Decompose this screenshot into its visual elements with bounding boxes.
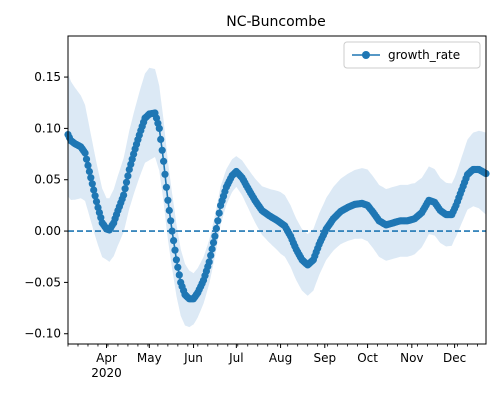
series-point-growth-rate [170,237,178,245]
series-point-growth-rate [175,271,183,279]
series-point-growth-rate [158,146,166,154]
x-tick-label: Dec [443,351,466,365]
y-tick-label: −0.05 [24,275,61,289]
series-point-growth-rate [172,256,180,264]
axes-layer: −0.10 −0.05 0.00 0.05 0.10 0.15 Apr May Jun Jul Au… [24,35,487,380]
plot-frame [67,35,487,345]
y-tick-label: 0.15 [34,70,61,84]
x-tick-label: Apr [96,351,117,365]
x-tick-label: Jun [183,351,203,365]
series-point-growth-rate [215,209,223,217]
legend-label-growth-rate: growth_rate [388,48,460,62]
x-tick-label: May [137,351,162,365]
series-point-growth-rate [122,178,131,186]
series-point-growth-rate [174,263,182,271]
legend-marker-growth-rate [362,51,370,59]
series-point-growth-rate [88,180,96,188]
series-point-growth-rate [209,239,218,247]
series-point-growth-rate [167,217,175,225]
confidence-band [68,67,486,328]
series-point-growth-rate [165,206,173,215]
y-tick-label: −0.10 [24,327,61,341]
series-point-growth-rate [212,224,220,233]
series-point-growth-rate [168,227,176,235]
series-point-growth-rate [205,258,213,266]
x-tick-label: Sep [313,351,336,365]
series-point-growth-rate [85,167,93,176]
series-point-growth-rate [121,185,129,193]
series-point-growth-rate [155,124,163,132]
x-tick-label: Nov [400,351,423,365]
series-point-growth-rate [208,245,216,253]
series-layer [64,109,490,303]
series-point-growth-rate [211,232,219,240]
x-tick-year-label: 2020 [91,366,122,380]
series-point-growth-rate [160,157,168,165]
confidence-band-layer [68,67,486,328]
series-point-growth-rate [164,196,172,204]
series-point-growth-rate [214,217,222,225]
series-point-growth-rate [171,246,179,254]
series-point-growth-rate [157,135,165,143]
series-point-growth-rate [92,198,101,206]
x-tick-label: Aug [269,351,292,365]
series-point-growth-rate [120,191,128,199]
series-point-growth-rate [81,149,89,157]
x-tick-label: Oct [357,351,378,365]
y-tick-label: 0.10 [34,121,61,135]
series-point-growth-rate [84,161,92,169]
series-point-growth-rate [90,186,98,194]
series-point-growth-rate [82,155,91,163]
legend-box [343,41,481,69]
y-tick-label: 0.00 [34,224,61,238]
series-point-growth-rate [124,172,132,180]
series-point-growth-rate [87,174,95,182]
x-tick-label: Jul [228,351,243,365]
series-point-growth-rate [162,183,170,191]
chart-title: NC-Buncombe [226,14,326,30]
series-point-growth-rate [161,170,169,178]
series-point-growth-rate [207,251,215,259]
y-tick-label: 0.05 [34,173,61,187]
legend: growth_rate [343,41,481,69]
series-point-growth-rate [91,192,99,200]
